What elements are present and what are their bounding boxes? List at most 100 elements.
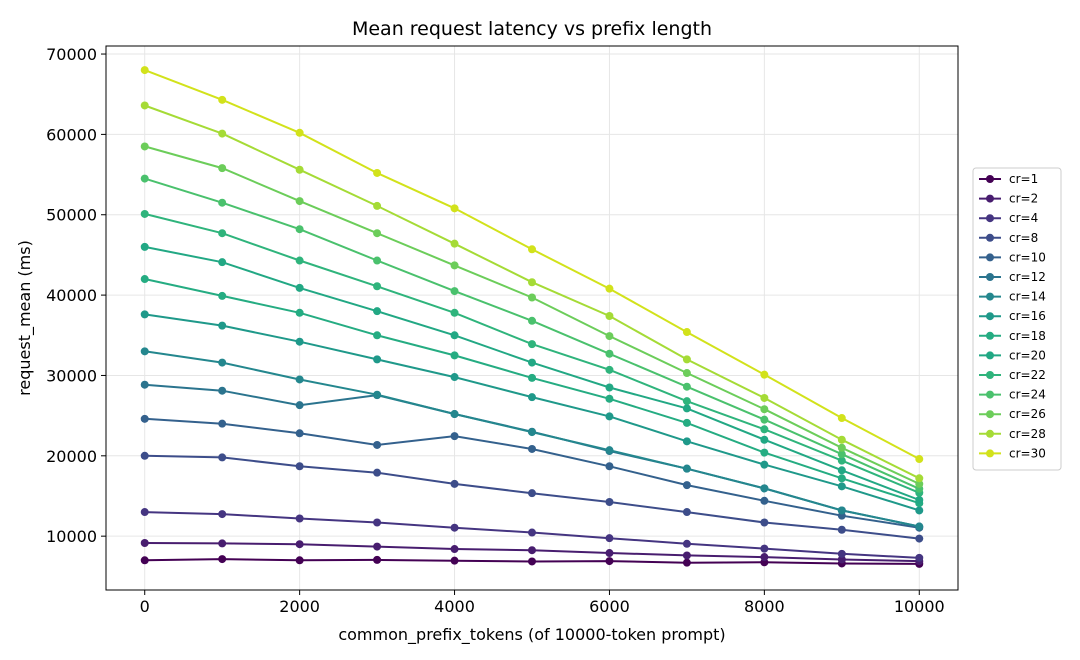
y-axis-label: request_mean (ms) — [15, 240, 35, 396]
data-point — [373, 555, 382, 564]
data-point — [528, 444, 536, 453]
data-point — [528, 428, 536, 437]
series-cr=4 — [140, 508, 924, 562]
data-point — [218, 198, 227, 207]
data-point — [218, 386, 227, 395]
data-point — [450, 351, 459, 360]
data-point — [837, 474, 846, 483]
data-point — [760, 544, 769, 553]
data-point — [140, 101, 149, 110]
x-tick-label: 2000 — [279, 597, 320, 616]
legend-label: cr=2 — [1009, 192, 1038, 206]
data-point — [915, 474, 924, 483]
legend-item: cr=26 — [979, 407, 1046, 421]
data-point — [915, 455, 924, 464]
data-point — [528, 373, 536, 382]
data-point — [605, 311, 614, 320]
data-point — [295, 256, 304, 265]
data-point — [837, 414, 846, 423]
data-point — [373, 256, 382, 265]
data-point — [837, 466, 846, 475]
data-point — [837, 450, 846, 459]
data-point — [295, 165, 304, 174]
data-point — [140, 508, 149, 517]
x-tick-label: 8000 — [744, 597, 785, 616]
data-point — [682, 418, 691, 427]
legend-item: cr=16 — [979, 309, 1046, 323]
data-point — [295, 556, 304, 565]
x-axis-ticks: 0 2000 4000 6000 8000 10000 — [140, 590, 945, 616]
data-point — [373, 355, 382, 364]
data-point — [837, 435, 846, 444]
data-point — [450, 432, 459, 441]
data-point — [140, 380, 149, 389]
data-point — [605, 383, 614, 392]
data-point — [837, 482, 846, 491]
data-point — [295, 337, 304, 346]
data-point — [528, 245, 536, 254]
data-point — [605, 332, 614, 341]
data-point — [682, 369, 691, 378]
data-point — [295, 375, 304, 384]
data-point — [682, 481, 691, 490]
data-point — [295, 128, 304, 137]
x-axis-label: common_prefix_tokens (of 10000-token pro… — [338, 625, 725, 645]
series-cr=2 — [140, 538, 924, 566]
data-point — [450, 410, 459, 419]
data-point — [760, 393, 769, 402]
legend-item: cr=2 — [979, 192, 1038, 206]
legend-label: cr=16 — [1009, 309, 1046, 323]
data-point — [760, 425, 769, 434]
data-point — [528, 546, 536, 555]
legend-swatch-marker — [986, 233, 994, 242]
series-cr=18 — [140, 275, 924, 508]
data-point — [605, 412, 614, 421]
data-point — [760, 518, 769, 527]
legend-label: cr=28 — [1009, 427, 1046, 441]
data-point — [760, 460, 769, 469]
data-point — [837, 525, 846, 534]
data-point — [450, 331, 459, 340]
legend-swatch-marker — [986, 410, 994, 419]
y-tick-label: 50000 — [46, 206, 97, 225]
data-point — [373, 229, 382, 238]
data-point — [760, 496, 769, 505]
data-point — [450, 287, 459, 296]
chart-title: Mean request latency vs prefix length — [352, 18, 712, 40]
data-point — [218, 95, 227, 104]
data-point — [760, 553, 769, 562]
data-point — [140, 347, 149, 356]
data-point — [528, 557, 536, 566]
data-point — [528, 340, 536, 349]
data-point — [760, 405, 769, 414]
data-point — [218, 358, 227, 367]
legend-label: cr=8 — [1009, 231, 1038, 245]
data-point — [140, 538, 149, 547]
data-point — [140, 275, 149, 284]
data-point — [295, 462, 304, 471]
legend-label: cr=10 — [1009, 250, 1046, 264]
y-axis-ticks: 10000 20000 30000 40000 50000 60000 70000 — [46, 45, 106, 546]
legend-label: cr=22 — [1009, 368, 1046, 382]
data-point — [682, 464, 691, 473]
data-point — [140, 66, 149, 75]
data-point — [528, 393, 536, 402]
legend: cr=1 cr=2 cr=4 cr=8 cr=10 cr=12 cr=14 cr=16 cr=1… — [972, 167, 1062, 471]
data-point — [295, 401, 304, 410]
data-point — [218, 258, 227, 267]
data-point — [837, 456, 846, 465]
plot-frame — [105, 45, 959, 591]
data-point — [605, 446, 614, 455]
data-point — [450, 479, 459, 488]
data-point — [373, 282, 382, 291]
data-point — [760, 448, 769, 457]
legend-swatch-marker — [986, 312, 994, 321]
data-point — [140, 310, 149, 319]
series-cr=10 — [140, 414, 924, 532]
data-point — [140, 174, 149, 183]
data-point — [295, 197, 304, 206]
y-tick-label: 70000 — [46, 45, 97, 64]
y-tick-label: 10000 — [46, 527, 97, 546]
legend-item: cr=20 — [979, 348, 1046, 362]
x-tick-label: 4000 — [434, 597, 475, 616]
